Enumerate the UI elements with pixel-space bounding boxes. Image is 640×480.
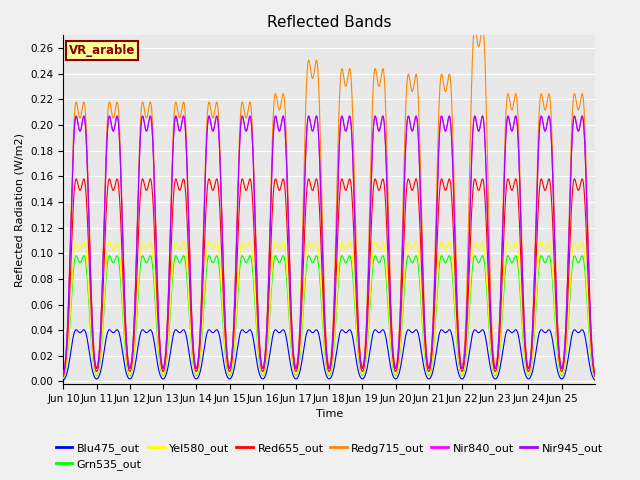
Redg715_out xyxy=(397,276,405,281)
Legend: Blu475_out, Grn535_out, Yel580_out, Red655_out, Redg715_out, Nir840_out, Nir945_: Blu475_out, Grn535_out, Yel580_out, Red6… xyxy=(51,438,607,475)
Nir840_out xyxy=(252,244,260,250)
Title: Reflected Bands: Reflected Bands xyxy=(267,15,392,30)
Line: Red655_out: Red655_out xyxy=(63,179,595,376)
Yel580_out xyxy=(591,375,599,381)
Grn535_out xyxy=(60,375,67,381)
Blu475_out xyxy=(454,366,461,372)
Y-axis label: Reflected Radiation (W/m2): Reflected Radiation (W/m2) xyxy=(15,132,25,287)
Blu475_out xyxy=(60,377,67,383)
Blu475_out xyxy=(397,361,405,367)
Blu475_out xyxy=(482,336,490,342)
Grn535_out xyxy=(397,336,405,342)
Nir945_out xyxy=(86,257,94,263)
Grn535_out xyxy=(482,275,490,280)
Nir945_out xyxy=(252,244,260,250)
Redg715_out xyxy=(60,372,67,377)
Line: Nir945_out: Nir945_out xyxy=(63,116,595,375)
Red655_out xyxy=(482,211,490,217)
Red655_out xyxy=(454,329,461,335)
Yel580_out xyxy=(86,315,94,321)
Red655_out xyxy=(591,373,599,379)
Grn535_out xyxy=(454,348,461,353)
Grn535_out xyxy=(374,259,381,264)
Blu475_out xyxy=(252,352,260,358)
Blu475_out xyxy=(374,329,381,335)
Yel580_out xyxy=(252,308,260,314)
Yel580_out xyxy=(571,239,579,245)
Nir945_out xyxy=(591,372,599,378)
Nir840_out xyxy=(591,372,599,378)
Nir840_out xyxy=(60,372,67,378)
Redg715_out xyxy=(471,24,479,30)
Yel580_out xyxy=(60,375,67,381)
Redg715_out xyxy=(374,81,381,86)
Nir945_out xyxy=(60,372,67,378)
Nir945_out xyxy=(374,126,381,132)
Red655_out xyxy=(571,176,579,182)
Yel580_out xyxy=(374,245,381,251)
Text: VR_arable: VR_arable xyxy=(68,44,135,57)
Nir945_out xyxy=(397,289,405,295)
Nir840_out xyxy=(454,313,461,319)
Grn535_out xyxy=(591,375,599,381)
Yel580_out xyxy=(397,332,405,337)
Line: Nir840_out: Nir840_out xyxy=(63,116,595,375)
Nir840_out xyxy=(571,113,579,119)
Red655_out xyxy=(252,276,260,282)
Line: Grn535_out: Grn535_out xyxy=(63,256,595,378)
Nir945_out xyxy=(482,159,490,165)
Nir840_out xyxy=(86,257,94,263)
Nir945_out xyxy=(571,113,579,119)
Yel580_out xyxy=(454,344,461,350)
Line: Yel580_out: Yel580_out xyxy=(63,242,595,378)
Redg715_out xyxy=(482,88,490,94)
Redg715_out xyxy=(86,251,94,257)
Nir840_out xyxy=(374,126,381,132)
Nir840_out xyxy=(397,289,405,295)
Nir840_out xyxy=(482,159,490,165)
Yel580_out xyxy=(482,263,490,269)
Red655_out xyxy=(397,311,405,316)
X-axis label: Time: Time xyxy=(316,409,343,419)
Blu475_out xyxy=(571,327,579,333)
Nir945_out xyxy=(454,313,461,319)
Red655_out xyxy=(86,286,94,292)
Grn535_out xyxy=(252,315,260,321)
Redg715_out xyxy=(591,372,599,377)
Red655_out xyxy=(374,186,381,192)
Redg715_out xyxy=(252,238,260,243)
Grn535_out xyxy=(86,321,94,327)
Redg715_out xyxy=(454,303,461,309)
Blu475_out xyxy=(86,355,94,360)
Grn535_out xyxy=(571,253,579,259)
Line: Redg715_out: Redg715_out xyxy=(63,27,595,374)
Red655_out xyxy=(60,373,67,379)
Line: Blu475_out: Blu475_out xyxy=(63,330,595,380)
Blu475_out xyxy=(591,377,599,383)
